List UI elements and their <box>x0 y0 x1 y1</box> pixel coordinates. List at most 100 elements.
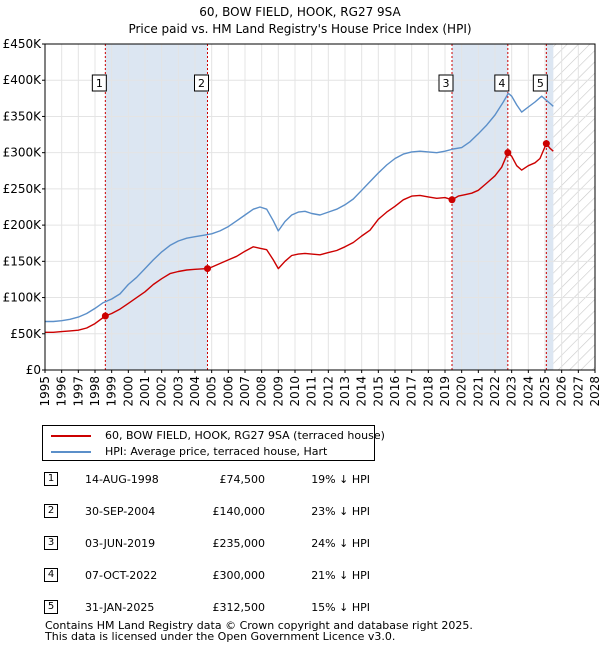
x-tick-label: 2020 <box>455 376 469 407</box>
hpi-line <box>45 92 554 323</box>
x-tick-label: 2026 <box>555 376 569 407</box>
x-tick-label: 2005 <box>205 376 219 407</box>
x-tick-label: 2022 <box>488 376 502 407</box>
table-row: 4 07-OCT-2022 £300,000 21% ↓ HPI <box>0 566 600 586</box>
row-hpi: 15% ↓ HPI <box>311 601 370 614</box>
sale-point <box>101 312 109 320</box>
x-tick-label: 2011 <box>305 376 319 407</box>
row-date: 14-AUG-1998 <box>85 473 159 486</box>
legend-label-hpi: HPI: Average price, terraced house, Hart <box>105 445 328 458</box>
ownership-shade <box>546 44 554 370</box>
legend: 60, BOW FIELD, HOOK, RG27 9SA (terraced … <box>42 425 385 461</box>
legend-line-hpi <box>51 451 91 453</box>
sale-marker-label: 3 <box>443 77 450 90</box>
chart-subtitle: Price paid vs. HM Land Registry's House … <box>128 22 471 36</box>
y-tick-label: £0 <box>26 363 41 377</box>
row-date: 30-SEP-2004 <box>85 505 156 518</box>
x-tick-label: 2016 <box>388 376 402 407</box>
row-hpi: 23% ↓ HPI <box>311 505 370 518</box>
y-tick-label: £100K <box>3 291 43 305</box>
row-hpi: 19% ↓ HPI <box>311 473 370 486</box>
row-price: £74,500 <box>219 473 266 486</box>
x-tick-label: 2013 <box>338 376 352 407</box>
footer: Contains HM Land Registry data © Crown c… <box>45 620 473 642</box>
table-row: 2 30-SEP-2004 £140,000 23% ↓ HPI <box>0 502 600 522</box>
x-tick-label: 2018 <box>421 376 435 407</box>
row-hpi: 21% ↓ HPI <box>311 569 370 582</box>
row-hpi: 24% ↓ HPI <box>311 537 370 550</box>
y-tick-label: £250K <box>3 182 43 196</box>
sale-marker-box <box>532 74 548 92</box>
x-tick-label: 2014 <box>355 376 369 407</box>
sale-marker-box <box>194 74 209 92</box>
table-row: 3 03-JUN-2019 £235,000 24% ↓ HPI <box>0 534 600 554</box>
table-row: 1 14-AUG-1998 £74,500 19% ↓ HPI <box>0 470 600 490</box>
footer-license: This data is licensed under the Open Gov… <box>45 630 396 643</box>
price-chart: 60, BOW FIELD, HOOK, RG27 9SA Price paid… <box>3 5 600 407</box>
sale-point <box>542 140 550 148</box>
y-tick-label: £300K <box>3 146 43 160</box>
ownership-shade <box>452 44 508 370</box>
x-tick-label: 2009 <box>271 376 285 407</box>
row-marker: 5 <box>44 600 58 614</box>
ownership-shade <box>105 44 208 370</box>
x-tick-label: 2012 <box>321 376 335 407</box>
row-date: 07-OCT-2022 <box>85 569 158 582</box>
row-price: £300,000 <box>212 569 266 582</box>
x-tick-label: 2001 <box>138 376 152 407</box>
legend-line-property <box>51 435 91 437</box>
sale-point <box>204 265 211 273</box>
x-tick-label: 2024 <box>521 376 535 407</box>
row-price: £235,000 <box>212 537 266 550</box>
row-date: 03-JUN-2019 <box>85 537 156 550</box>
x-tick-label: 2002 <box>155 376 169 407</box>
y-tick-label: £450K <box>3 37 43 51</box>
forecast-hatch <box>553 44 595 370</box>
x-tick-label: 1999 <box>105 376 119 407</box>
sale-marker-label: 5 <box>537 77 544 90</box>
x-tick-label: 2021 <box>471 376 485 407</box>
footer-copyright: Contains HM Land Registry data © Crown c… <box>45 619 473 632</box>
x-tick-label: 2003 <box>171 376 185 407</box>
row-marker: 1 <box>44 472 58 486</box>
chart-title: 60, BOW FIELD, HOOK, RG27 9SA <box>199 5 401 19</box>
x-tick-label: 2000 <box>121 376 135 407</box>
x-tick-label: 2023 <box>505 376 519 407</box>
sale-point <box>448 196 456 204</box>
sale-marker-label: 2 <box>198 77 205 90</box>
x-tick-label: 2006 <box>221 376 235 407</box>
x-tick-label: 1995 <box>38 376 52 407</box>
sale-marker-label: 4 <box>498 77 505 90</box>
x-tick-label: 2025 <box>538 376 552 407</box>
x-tick-label: 1997 <box>71 376 85 407</box>
sale-marker-box <box>91 74 107 92</box>
property-line <box>45 142 554 333</box>
y-tick-label: £400K <box>3 73 43 87</box>
y-tick-label: £150K <box>3 254 43 268</box>
x-tick-label: 1998 <box>88 376 102 407</box>
x-tick-label: 2027 <box>571 376 585 407</box>
x-tick-label: 2007 <box>238 376 252 407</box>
row-price: £312,500 <box>212 601 266 614</box>
plot-frame <box>44 43 596 371</box>
x-tick-label: 1996 <box>55 376 69 407</box>
x-tick-label: 2010 <box>288 376 302 407</box>
row-marker: 2 <box>44 504 58 518</box>
sale-point <box>504 149 512 157</box>
y-tick-label: £200K <box>3 218 43 232</box>
y-tick-label: £50K <box>10 327 42 341</box>
x-tick-label: 2028 <box>588 376 600 407</box>
row-date: 31-JAN-2025 <box>85 601 155 614</box>
sale-marker-box <box>438 74 454 92</box>
y-tick-label: £350K <box>3 109 43 123</box>
row-marker: 4 <box>44 568 58 582</box>
sale-marker-label: 1 <box>96 77 103 90</box>
row-marker: 3 <box>44 536 58 550</box>
x-tick-label: 2019 <box>438 376 452 407</box>
x-tick-label: 2015 <box>371 376 385 407</box>
x-tick-label: 2017 <box>405 376 419 407</box>
row-price: £140,000 <box>212 505 266 518</box>
sale-marker-box <box>494 74 510 92</box>
x-tick-label: 2004 <box>188 376 202 407</box>
legend-label-property: 60, BOW FIELD, HOOK, RG27 9SA (terraced … <box>105 429 385 442</box>
